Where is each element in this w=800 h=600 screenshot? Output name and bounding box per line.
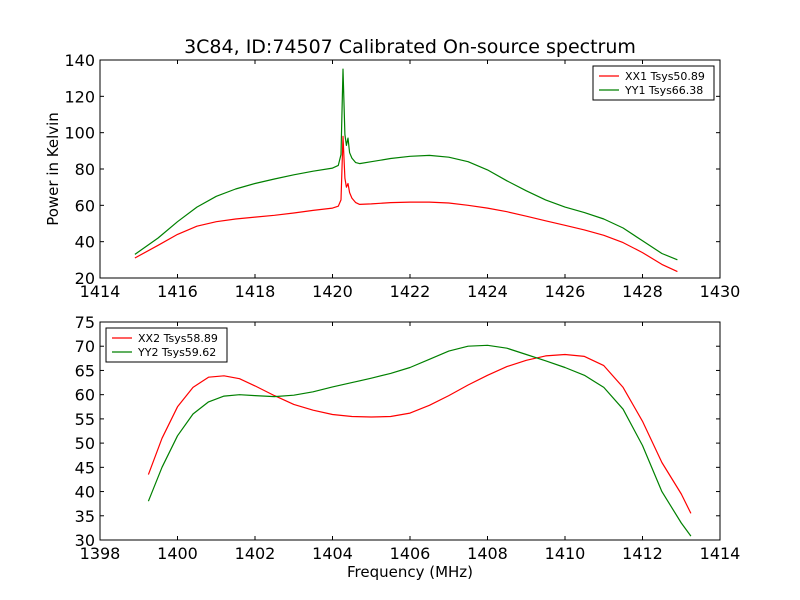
y-tick-label: 55 — [75, 410, 95, 429]
x-axis-label: Frequency (MHz) — [347, 563, 473, 581]
legend-label: XX1 Tsys50.89 — [625, 70, 705, 83]
series-line-2 — [134, 68, 678, 261]
x-tick-label: 1420 — [312, 282, 353, 301]
y-tick-label: 50 — [75, 434, 95, 453]
series-line-2 — [147, 344, 692, 537]
y-tick-label: 60 — [75, 196, 95, 215]
x-tick-label: 1414 — [80, 282, 121, 301]
y-tick-label: 35 — [75, 507, 95, 526]
x-tick-label: 1402 — [235, 544, 276, 563]
x-tick-label: 1424 — [467, 282, 508, 301]
x-tick-label: 1410 — [545, 544, 586, 563]
x-tick-label: 1406 — [390, 544, 431, 563]
x-tick-label: 1414 — [700, 544, 741, 563]
top-plot: 1414 1416 1418 1420 1422 1424 1426 1428 1430 20 40… — [64, 51, 740, 301]
y-tick-label: 45 — [75, 458, 95, 477]
y-tick-label: 20 — [75, 269, 95, 288]
x-tick-label: 1416 — [157, 282, 198, 301]
y-tick-label: 40 — [75, 233, 95, 252]
y-tick-label: 65 — [75, 361, 95, 380]
x-tick-label: 1418 — [235, 282, 276, 301]
y-tick-label: 40 — [75, 483, 95, 502]
x-tick-label: 1400 — [157, 544, 198, 563]
legend-label: YY1 Tsys66.38 — [624, 84, 703, 97]
legend-label: YY2 Tsys59.62 — [137, 346, 216, 359]
y-tick-label: 70 — [75, 337, 95, 356]
legend-box — [105, 327, 228, 363]
x-tick-label: 1422 — [390, 282, 431, 301]
y-tick-label: 30 — [75, 531, 95, 550]
y-tick-label: 80 — [75, 160, 95, 179]
series-line-1 — [147, 353, 692, 514]
y-tick-label: 100 — [64, 124, 95, 143]
y-axis-label: Power in Kelvin — [44, 112, 62, 226]
x-tick-label: 1412 — [622, 544, 663, 563]
x-tick-label: 1428 — [622, 282, 663, 301]
x-tick-label: 1398 — [80, 544, 121, 563]
y-tick-label: 120 — [64, 87, 95, 106]
chart-title: 3C84, ID:74507 Calibrated On-source spec… — [184, 36, 636, 58]
y-tick-label: 75 — [75, 313, 95, 332]
x-tick-label: 1404 — [312, 544, 353, 563]
bottom-plot: 1398 1400 1402 1404 1406 1408 1410 1412 1414 30 35… — [75, 313, 741, 563]
y-tick-label: 60 — [75, 386, 95, 405]
legend-box — [592, 65, 715, 101]
x-tick-label: 1430 — [700, 282, 741, 301]
series-line-1 — [134, 135, 678, 273]
legend-label: XX2 Tsys58.89 — [138, 332, 218, 345]
x-tick-label: 1426 — [545, 282, 586, 301]
x-tick-label: 1408 — [467, 544, 508, 563]
y-tick-label: 140 — [64, 51, 95, 70]
